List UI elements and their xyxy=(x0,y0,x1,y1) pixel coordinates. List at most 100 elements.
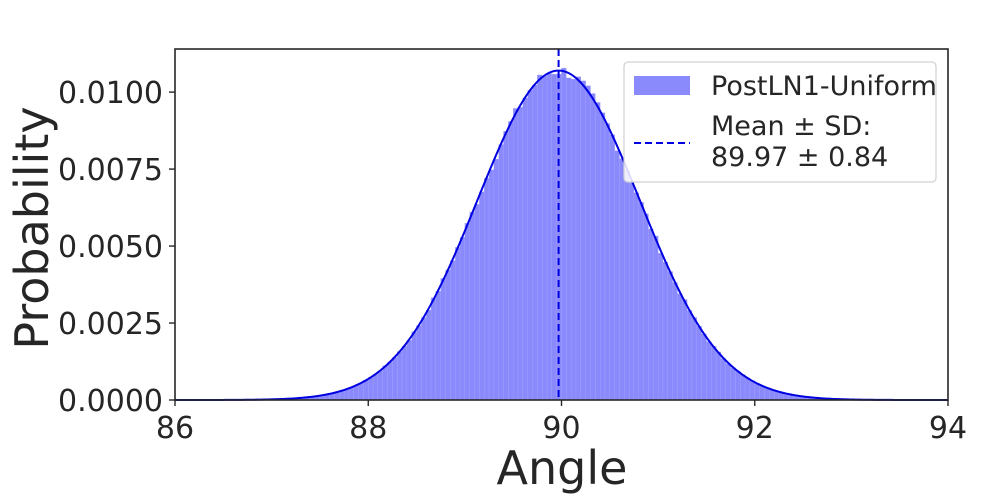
y-tick-label: 0.0050 xyxy=(58,230,163,265)
histogram-bar xyxy=(580,80,586,401)
histogram-bar xyxy=(522,97,528,401)
histogram-bar xyxy=(392,357,398,401)
histogram-bar xyxy=(691,317,697,401)
kde-curve xyxy=(174,69,948,401)
y-axis-label: Probability xyxy=(5,106,59,349)
histogram-bar xyxy=(561,67,567,401)
x-tick-label: 94 xyxy=(929,411,967,446)
histogram-bar xyxy=(421,317,427,401)
histogram-bar xyxy=(440,278,446,401)
histogram-bar xyxy=(614,150,620,401)
histogram-bar xyxy=(430,297,437,401)
histogram-bar xyxy=(382,365,388,401)
histogram-bar xyxy=(474,204,480,401)
histogram-bar xyxy=(730,367,736,401)
histogram-bar xyxy=(711,346,717,401)
histogram-bar xyxy=(619,158,625,401)
y-tick-label: 0.0075 xyxy=(58,153,163,188)
histogram-bar xyxy=(769,389,775,401)
histogram-bar xyxy=(590,93,596,401)
x-tick-label: 92 xyxy=(736,411,774,446)
histogram-bar xyxy=(363,380,369,401)
histogram-bar xyxy=(754,383,760,401)
x-axis-ticks: 86 88 90 92 94 xyxy=(156,400,967,446)
legend-mean-label: Mean ± SD: xyxy=(711,111,871,142)
histogram-bar xyxy=(459,237,466,401)
histogram-bar xyxy=(566,77,572,401)
x-axis-label: Angle xyxy=(497,441,628,495)
histogram-bar xyxy=(513,108,519,401)
histogram-bar xyxy=(406,339,412,401)
histogram-bar xyxy=(600,112,606,401)
histogram-bar xyxy=(551,73,557,401)
histogram-bar xyxy=(638,202,644,401)
histogram-bar xyxy=(464,223,470,401)
histogram-bar xyxy=(488,169,495,401)
histogram-bar xyxy=(397,351,403,401)
histogram-bar xyxy=(749,380,755,401)
histogram-bar xyxy=(401,345,408,401)
histogram-bar xyxy=(672,282,678,401)
histogram-bar xyxy=(493,158,499,401)
y-axis-ticks: 0.0000 0.0025 0.0050 0.0075 0.0100 xyxy=(58,76,175,419)
histogram-bar xyxy=(575,76,581,401)
histogram-bar xyxy=(662,261,668,401)
histogram-bar xyxy=(484,177,490,401)
x-tick-label: 86 xyxy=(156,411,194,446)
histogram-bar xyxy=(735,370,741,401)
histogram-bar xyxy=(372,374,379,401)
histogram-bar xyxy=(725,363,731,401)
histogram-bar xyxy=(508,121,514,401)
histogram-bar xyxy=(571,78,577,401)
histogram-bar xyxy=(435,291,441,401)
histogram-bar xyxy=(542,75,548,401)
histogram-bar xyxy=(624,169,630,401)
histogram-bar xyxy=(609,134,615,401)
histogram-bar xyxy=(595,102,601,401)
histogram-bar xyxy=(455,247,461,401)
histogram-bar xyxy=(469,211,475,401)
histogram-bar xyxy=(387,361,393,401)
histogram-bar xyxy=(445,269,451,401)
histogram-bar xyxy=(667,271,673,401)
histogram-bar xyxy=(537,74,543,401)
y-tick-label: 0.0100 xyxy=(58,76,163,111)
histogram-bar xyxy=(416,325,422,401)
histogram-bar xyxy=(411,331,417,401)
x-tick-label: 88 xyxy=(349,411,387,446)
histogram-bar xyxy=(706,341,712,401)
histogram-bar xyxy=(657,253,664,401)
legend-hist-label: PostLN1-Uniform xyxy=(711,71,937,102)
histogram-bar xyxy=(653,235,659,401)
histogram-bar xyxy=(682,299,688,401)
histogram-bar xyxy=(643,213,649,401)
histogram-bar xyxy=(426,309,432,401)
histogram-bar xyxy=(479,191,485,401)
histogram-bar xyxy=(696,326,702,401)
histogram-bar xyxy=(358,382,364,401)
y-tick-label: 0.0025 xyxy=(58,307,163,342)
histogram-bar xyxy=(715,351,722,401)
histogram-bar xyxy=(633,192,639,401)
histogram-bar xyxy=(720,358,726,401)
legend-box xyxy=(623,61,937,183)
legend-hist-swatch xyxy=(634,76,690,95)
histogram-bar xyxy=(527,90,533,401)
histogram-bar xyxy=(368,377,374,401)
x-tick-label: 90 xyxy=(542,411,580,446)
histogram-bar xyxy=(648,228,654,401)
histogram-bar xyxy=(701,333,707,401)
histogram-bar xyxy=(759,385,765,401)
histogram-bar xyxy=(450,260,456,401)
histogram-bar xyxy=(498,144,504,401)
legend: PostLN1-Uniform Mean ± SD: 89.97 ± 0.84 xyxy=(623,61,937,183)
histogram-bar xyxy=(686,310,693,401)
histogram-bar xyxy=(503,130,509,401)
histogram-bar xyxy=(532,84,538,401)
histogram-bar xyxy=(628,182,635,401)
histogram-bar xyxy=(343,389,350,401)
histogram-bar xyxy=(546,73,552,401)
histogram-bar xyxy=(764,387,770,401)
histogram-bar xyxy=(377,370,383,401)
